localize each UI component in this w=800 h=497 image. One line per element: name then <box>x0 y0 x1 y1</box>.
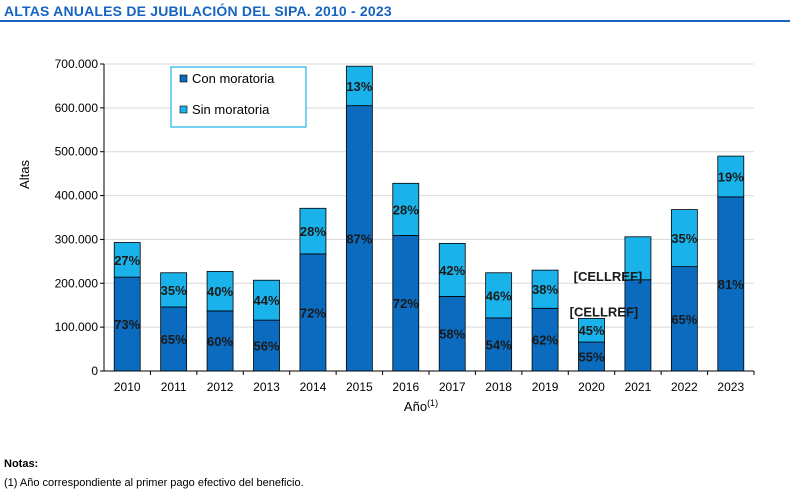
bar-sin-moratoria <box>438 242 466 297</box>
y-tick-label: 400.000 <box>55 189 99 203</box>
data-label-con-moratoria: 65% <box>671 312 697 327</box>
data-label-sin-moratoria: 19% <box>718 169 744 184</box>
data-label-sin-moratoria: [CELLREF] <box>574 269 643 284</box>
data-label-sin-moratoria: 28% <box>300 224 326 239</box>
data-label-con-moratoria: 87% <box>346 231 372 246</box>
legend-label: Sin moratoria <box>192 102 270 117</box>
x-tick-label: 2010 <box>114 380 141 394</box>
bar-sin-moratoria <box>206 271 234 312</box>
bar-con-moratoria <box>206 310 234 372</box>
y-tick-label: 300.000 <box>55 232 99 246</box>
bar-sin-moratoria <box>299 207 327 255</box>
x-tick-label: 2020 <box>578 380 605 394</box>
x-tick-label: 2016 <box>392 380 419 394</box>
bar-con-moratoria <box>670 266 698 372</box>
data-label-sin-moratoria: 13% <box>346 79 372 94</box>
bar-con-moratoria <box>717 196 745 372</box>
data-label-sin-moratoria: 46% <box>486 288 512 303</box>
bar-sin-moratoria <box>624 236 652 281</box>
bar-sin-moratoria <box>670 209 698 268</box>
x-tick-label: 2011 <box>161 380 187 394</box>
y-tick-label: 0 <box>91 364 98 378</box>
bar-con-moratoria <box>299 253 327 372</box>
bar-con-moratoria <box>253 319 280 372</box>
chart-title: ALTAS ANUALES DE JUBILACIÓN DEL SIPA. 20… <box>4 3 392 19</box>
data-label-con-moratoria: 58% <box>439 327 465 342</box>
data-label-con-moratoria: 62% <box>532 333 558 348</box>
bar-sin-moratoria <box>392 182 420 236</box>
data-label-sin-moratoria: 27% <box>114 253 140 268</box>
bar-con-moratoria <box>485 317 513 372</box>
bar-con-moratoria <box>438 296 466 372</box>
data-label-con-moratoria: [CELLREF] <box>570 304 639 319</box>
x-tick-label: 2018 <box>485 380 512 394</box>
legend-label: Con moratoria <box>192 71 275 86</box>
x-axis-title: Año(1) <box>404 398 438 414</box>
data-label-sin-moratoria: 42% <box>439 263 465 278</box>
bar-sin-moratoria <box>717 155 745 198</box>
y-tick-label: 700.000 <box>55 57 99 71</box>
bar-con-moratoria <box>392 235 420 372</box>
legend-box <box>170 66 307 128</box>
x-tick-label: 2015 <box>346 380 373 394</box>
data-label-sin-moratoria: 28% <box>393 202 419 217</box>
bar-sin-moratoria <box>160 272 188 308</box>
data-label-sin-moratoria: 44% <box>253 293 279 308</box>
bar-con-moratoria <box>531 307 559 372</box>
x-tick-label: 2014 <box>300 380 327 394</box>
data-label-sin-moratoria: 35% <box>671 231 697 246</box>
bar-con-moratoria <box>624 279 652 372</box>
data-label-con-moratoria: 55% <box>578 350 604 365</box>
notes-heading: Notas: <box>4 458 39 470</box>
data-label-con-moratoria: 72% <box>300 305 326 320</box>
data-label-con-moratoria: 72% <box>393 296 419 311</box>
x-tick-label: 2021 <box>625 380 652 394</box>
data-label-sin-moratoria: 40% <box>207 284 233 299</box>
bar-sin-moratoria <box>253 279 280 321</box>
legend-swatch <box>179 105 188 114</box>
x-tick-label: 2012 <box>207 380 234 394</box>
bar-sin-moratoria <box>345 65 373 107</box>
data-label-con-moratoria: 54% <box>486 337 512 352</box>
bar-sin-moratoria <box>578 317 605 343</box>
data-label-sin-moratoria: 45% <box>578 323 604 338</box>
data-label-sin-moratoria: 38% <box>532 282 558 297</box>
x-tick-label: 2019 <box>532 380 559 394</box>
bar-sin-moratoria <box>113 242 141 278</box>
y-axis-title: Altas <box>17 160 32 189</box>
data-label-con-moratoria: 81% <box>718 277 744 292</box>
x-tick-label: 2022 <box>671 380 698 394</box>
y-tick-label: 500.000 <box>55 145 99 159</box>
x-tick-label: 2013 <box>253 380 280 394</box>
y-tick-label: 100.000 <box>55 320 99 334</box>
data-label-sin-moratoria: 35% <box>161 283 187 298</box>
note-1: (1) Año correspondiente al primer pago e… <box>4 477 304 489</box>
x-tick-label: 2017 <box>439 380 466 394</box>
bar-sin-moratoria <box>485 272 513 319</box>
bar-sin-moratoria <box>531 269 559 309</box>
data-label-con-moratoria: 56% <box>253 339 279 354</box>
legend-swatch <box>179 74 188 83</box>
title-underline <box>0 20 790 22</box>
stacked-bar-chart: 0 100.000 200.000 300.000 400.000 500.000 600.… <box>17 57 755 414</box>
x-tick-label: 2023 <box>717 380 744 394</box>
y-tick-label: 600.000 <box>55 101 99 115</box>
data-label-con-moratoria: 65% <box>161 332 187 347</box>
bar-con-moratoria <box>160 306 188 372</box>
y-tick-label: 200.000 <box>55 276 99 290</box>
data-label-con-moratoria: 73% <box>114 317 140 332</box>
data-label-con-moratoria: 60% <box>207 334 233 349</box>
